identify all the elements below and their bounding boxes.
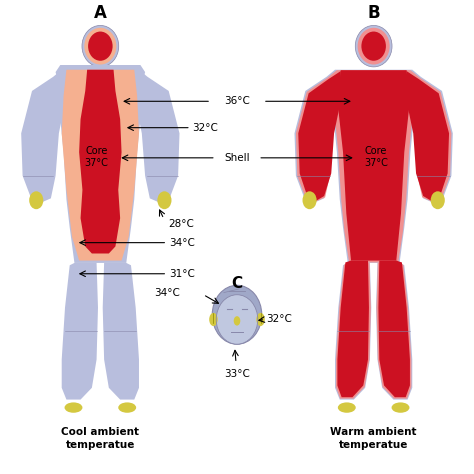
Text: 31°C: 31°C xyxy=(169,269,194,279)
Polygon shape xyxy=(376,263,412,400)
Polygon shape xyxy=(294,70,340,203)
Ellipse shape xyxy=(302,191,317,209)
Text: 36°C: 36°C xyxy=(224,96,250,106)
Polygon shape xyxy=(408,70,453,203)
Text: Core
37°C: Core 37°C xyxy=(364,146,388,168)
Ellipse shape xyxy=(361,32,386,61)
Polygon shape xyxy=(332,70,415,263)
Ellipse shape xyxy=(357,28,390,64)
Ellipse shape xyxy=(338,402,356,413)
Polygon shape xyxy=(334,70,414,263)
Polygon shape xyxy=(298,71,342,201)
Polygon shape xyxy=(335,263,371,400)
Ellipse shape xyxy=(82,26,118,67)
Text: Warm ambient
temperatue: Warm ambient temperatue xyxy=(330,427,417,450)
Polygon shape xyxy=(338,70,410,261)
Ellipse shape xyxy=(212,285,262,344)
Ellipse shape xyxy=(216,295,258,344)
Ellipse shape xyxy=(431,191,445,209)
Polygon shape xyxy=(59,70,142,263)
Text: Shell: Shell xyxy=(224,153,250,163)
Polygon shape xyxy=(336,263,371,399)
Polygon shape xyxy=(407,70,451,202)
Text: 32°C: 32°C xyxy=(192,123,218,133)
Polygon shape xyxy=(337,261,369,397)
Text: 34°C: 34°C xyxy=(169,237,194,247)
Text: Cool ambient
temperatue: Cool ambient temperatue xyxy=(61,427,139,450)
Ellipse shape xyxy=(64,402,82,413)
Ellipse shape xyxy=(356,26,392,67)
Ellipse shape xyxy=(234,316,240,326)
Polygon shape xyxy=(55,65,145,82)
Ellipse shape xyxy=(84,28,117,64)
Ellipse shape xyxy=(29,191,43,209)
Text: 32°C: 32°C xyxy=(266,314,292,325)
Text: A: A xyxy=(94,4,107,22)
Ellipse shape xyxy=(118,402,136,413)
Ellipse shape xyxy=(88,32,113,61)
Ellipse shape xyxy=(256,313,265,326)
Polygon shape xyxy=(406,71,449,201)
Ellipse shape xyxy=(157,191,172,209)
Polygon shape xyxy=(62,70,139,261)
Polygon shape xyxy=(134,70,180,203)
Polygon shape xyxy=(378,261,410,397)
Polygon shape xyxy=(79,70,121,254)
Text: B: B xyxy=(367,4,380,22)
Polygon shape xyxy=(21,70,66,203)
Polygon shape xyxy=(62,263,98,400)
Ellipse shape xyxy=(392,402,410,413)
Text: Core
37°C: Core 37°C xyxy=(85,146,109,168)
Polygon shape xyxy=(103,263,139,400)
Text: 33°C: 33°C xyxy=(224,369,250,379)
Polygon shape xyxy=(376,263,411,399)
Text: 28°C: 28°C xyxy=(169,219,194,229)
Text: 34°C: 34°C xyxy=(155,288,181,298)
Text: C: C xyxy=(231,276,243,291)
Ellipse shape xyxy=(209,313,218,326)
Polygon shape xyxy=(296,70,341,202)
